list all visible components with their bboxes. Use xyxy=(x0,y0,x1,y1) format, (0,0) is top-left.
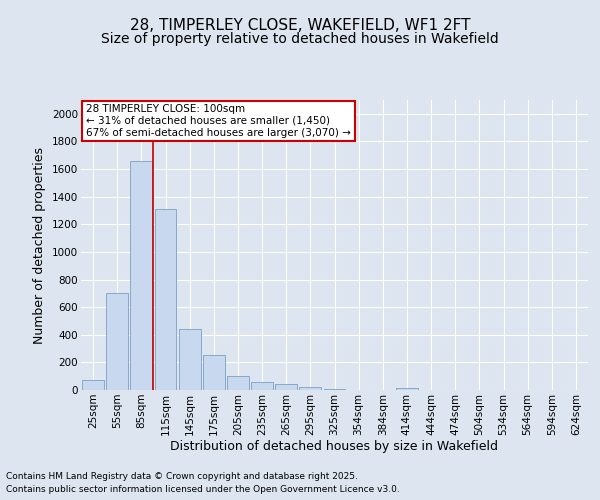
Text: Size of property relative to detached houses in Wakefield: Size of property relative to detached ho… xyxy=(101,32,499,46)
Text: 28 TIMPERLEY CLOSE: 100sqm
← 31% of detached houses are smaller (1,450)
67% of s: 28 TIMPERLEY CLOSE: 100sqm ← 31% of deta… xyxy=(86,104,351,138)
Text: Contains public sector information licensed under the Open Government Licence v3: Contains public sector information licen… xyxy=(6,485,400,494)
Bar xyxy=(396,388,418,390)
Y-axis label: Number of detached properties: Number of detached properties xyxy=(34,146,46,344)
Bar xyxy=(323,388,346,390)
Bar xyxy=(179,329,200,390)
Bar xyxy=(299,386,321,390)
Text: 28, TIMPERLEY CLOSE, WAKEFIELD, WF1 2FT: 28, TIMPERLEY CLOSE, WAKEFIELD, WF1 2FT xyxy=(130,18,470,32)
Bar xyxy=(275,384,297,390)
Bar xyxy=(82,380,104,390)
Bar xyxy=(251,382,273,390)
Bar xyxy=(155,209,176,390)
Text: Contains HM Land Registry data © Crown copyright and database right 2025.: Contains HM Land Registry data © Crown c… xyxy=(6,472,358,481)
Bar xyxy=(130,161,152,390)
Bar xyxy=(106,294,128,390)
X-axis label: Distribution of detached houses by size in Wakefield: Distribution of detached houses by size … xyxy=(170,440,499,454)
Bar xyxy=(227,376,249,390)
Bar xyxy=(203,356,224,390)
